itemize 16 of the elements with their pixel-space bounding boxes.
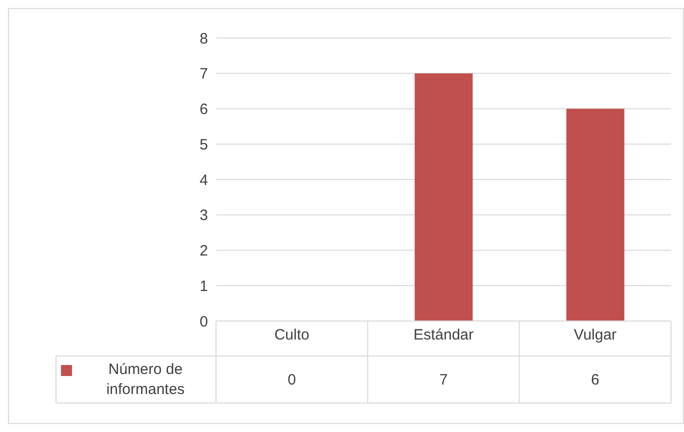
- legend-label: Número de informantes: [105, 360, 186, 400]
- y-tick-label: 6: [200, 101, 208, 118]
- data-label: 7: [439, 372, 448, 388]
- y-tick-label: 7: [200, 66, 208, 83]
- data-label: 0: [288, 372, 296, 388]
- x-tick-label: Culto: [274, 326, 310, 344]
- x-tick-label: Estándar: [413, 326, 474, 344]
- y-tick-label: 1: [200, 278, 208, 295]
- y-tick-label: 0: [200, 313, 208, 330]
- data-label: 6: [590, 372, 600, 388]
- y-tick-label: 8: [200, 30, 208, 48]
- y-tick-label: 2: [200, 242, 208, 260]
- y-tick-label: 3: [200, 207, 208, 224]
- y-tick-label: 4: [200, 172, 208, 189]
- y-tick-label: 5: [200, 136, 208, 154]
- x-tick-label: Vulgar: [574, 326, 617, 344]
